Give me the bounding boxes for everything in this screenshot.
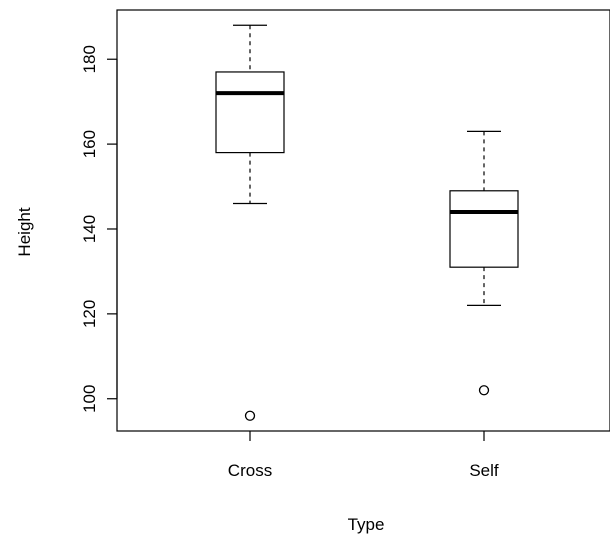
iqr-box (215, 71, 285, 154)
x-tick-label: Self (469, 461, 499, 480)
y-tick-label: 100 (80, 385, 99, 413)
y-axis-label: Height (15, 207, 34, 256)
x-axis-label: Type (348, 515, 385, 534)
y-tick-label: 160 (80, 130, 99, 158)
iqr-box (449, 190, 519, 268)
outlier-point (244, 410, 256, 421)
y-tick-label: 140 (80, 215, 99, 243)
boxes (215, 24, 519, 421)
plot-frame (116, 9, 610, 432)
y-tick-label: 180 (80, 45, 99, 73)
y-tick-label: 120 (80, 300, 99, 328)
box-cross (215, 24, 285, 421)
x-axis: Cross Self (228, 431, 499, 480)
x-tick-label: Cross (228, 461, 272, 480)
y-axis: 100 120 140 160 180 (80, 45, 118, 413)
box-self (449, 130, 519, 396)
outlier-point (478, 385, 490, 396)
